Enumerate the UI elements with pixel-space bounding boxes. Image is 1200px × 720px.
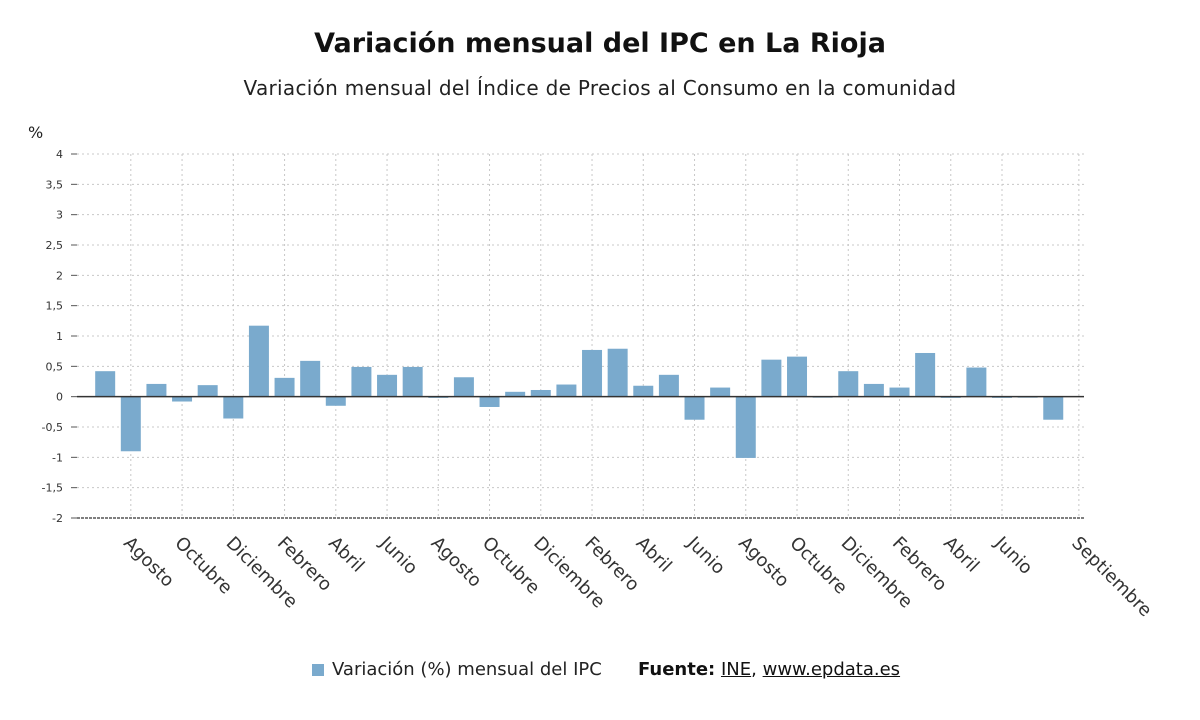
bar [146, 383, 167, 397]
bar [300, 360, 321, 397]
legend-label: Variación (%) mensual del IPC [332, 659, 602, 680]
y-tick-label: 1 [56, 330, 63, 343]
y-tick-label: 3,5 [46, 178, 64, 191]
y-tick-label: -2 [52, 512, 63, 525]
legend[interactable]: Variación (%) mensual del IPC [312, 659, 602, 680]
bar [915, 352, 936, 397]
bar [248, 325, 269, 397]
y-tick-label: -1 [52, 451, 63, 464]
bar [274, 377, 295, 397]
bar [710, 387, 731, 397]
bar [889, 387, 910, 397]
bar [479, 396, 500, 407]
chart-title: Variación mensual del IPC en La Rioja [314, 28, 886, 59]
y-tick-label: 4 [56, 148, 63, 161]
source-note: Fuente: INE, www.epdata.es [638, 659, 900, 680]
bar [530, 389, 551, 397]
bar [453, 377, 474, 397]
bar [325, 396, 346, 406]
x-tick-label: Agosto [734, 533, 793, 592]
bar [761, 359, 782, 397]
y-tick-label: 0,5 [46, 360, 64, 373]
bar [582, 349, 603, 397]
y-tick-label: 1,5 [46, 300, 64, 313]
legend-swatch [312, 663, 324, 676]
bar [863, 383, 884, 397]
bar [684, 396, 705, 420]
chart-subtitle: Variación mensual del Índice de Precios … [243, 76, 957, 100]
bar [607, 348, 628, 397]
bar [351, 366, 372, 397]
x-tick-label: Abril [632, 533, 676, 577]
y-tick-label: 3 [56, 209, 63, 222]
bar [172, 396, 193, 402]
bar [966, 367, 987, 397]
bar [402, 366, 423, 397]
source-label: Fuente: [638, 659, 716, 680]
bar [377, 374, 398, 397]
y-tick-label: 2,5 [46, 239, 64, 252]
y-axis-label: % [28, 123, 43, 142]
bar [838, 371, 859, 397]
source-link-ine[interactable]: INE [720, 659, 752, 680]
source-link-epdata[interactable]: www.epdata.es [762, 659, 901, 680]
x-tick-label: Junio [375, 532, 422, 579]
bar [1043, 396, 1064, 420]
y-tick-label: -1,5 [42, 482, 63, 495]
bar [505, 391, 526, 397]
bar [120, 396, 141, 452]
x-tick-label: Septiembre [1067, 533, 1155, 621]
bar [95, 371, 116, 397]
bar [223, 396, 244, 419]
y-tick-label: 2 [56, 269, 63, 282]
x-tick-label: Abril [939, 533, 983, 577]
bar [197, 385, 218, 397]
x-tick-label: Agosto [427, 533, 486, 592]
y-tick-label: 0 [56, 391, 63, 404]
bar [787, 356, 808, 397]
bar [556, 384, 577, 397]
source-separator: , [751, 659, 757, 680]
x-tick-label: Abril [324, 533, 368, 577]
bar [735, 396, 756, 458]
bar [658, 374, 679, 397]
x-tick-label: Junio [990, 532, 1037, 579]
bar [633, 385, 654, 397]
y-tick-label: -0,5 [42, 421, 63, 434]
x-tick-label: Agosto [119, 533, 178, 592]
x-tick-label: Junio [682, 532, 729, 579]
